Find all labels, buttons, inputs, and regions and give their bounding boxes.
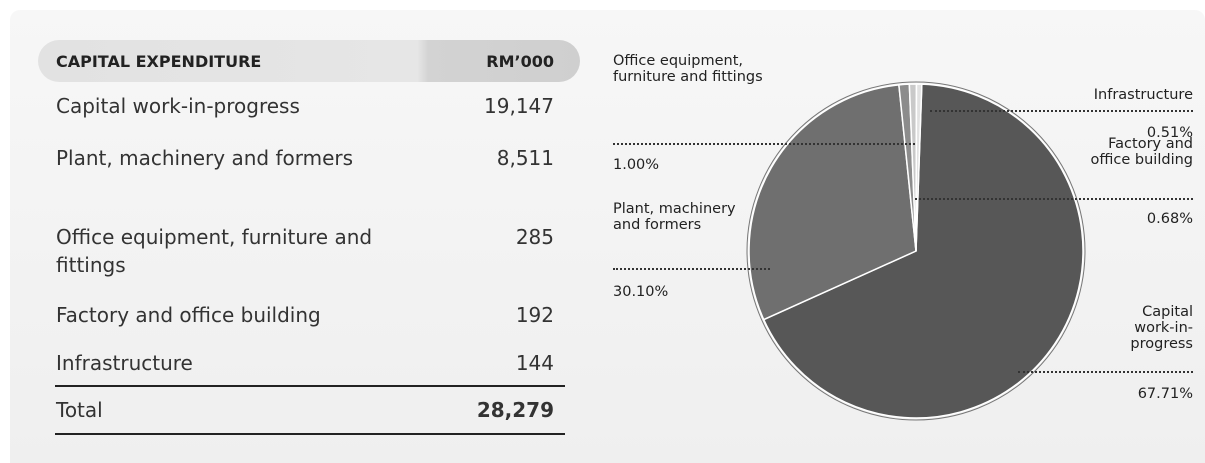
row-value: 144 xyxy=(515,351,554,375)
row-value: 192 xyxy=(515,303,554,327)
row-label: Office equipment, furniture and fittings xyxy=(56,225,373,277)
slice-percent: 0.51% xyxy=(1146,125,1193,141)
slice-percent: 1.00% xyxy=(613,157,660,173)
total-label: Total xyxy=(56,398,103,422)
leader-line xyxy=(930,110,1193,112)
leader-line xyxy=(915,198,1193,200)
pie-outline xyxy=(746,81,1086,421)
row-value: 19,147 xyxy=(484,94,554,118)
row-label: Factory and office building xyxy=(56,303,321,327)
slice-label: Infrastructure xyxy=(1093,87,1193,103)
leader-line xyxy=(613,143,915,145)
slice-label: Plant, machinery and formers xyxy=(613,201,736,233)
row-value: 8,511 xyxy=(496,146,554,170)
pie-slice xyxy=(915,83,923,252)
row-label: Capital work-in-progress xyxy=(56,94,300,118)
slice-label: Office equipment, furniture and fittings xyxy=(613,53,763,85)
slice-percent: 30.10% xyxy=(613,284,669,300)
leader-line xyxy=(613,268,770,270)
header-cell: CAPITAL EXPENDITURE xyxy=(56,52,262,71)
rule xyxy=(55,433,565,435)
slice-label: Factory and office building xyxy=(1090,136,1193,168)
total-value: 28,279 xyxy=(476,398,554,422)
leader-line xyxy=(1018,371,1193,373)
row-label: Infrastructure xyxy=(56,351,193,375)
table-header xyxy=(38,40,580,82)
slice-percent: 0.68% xyxy=(1146,211,1193,227)
row-label: Plant, machinery and formers xyxy=(56,146,354,170)
slice-label: Capital work-in-progress xyxy=(1130,304,1193,352)
slice-percent: 67.71% xyxy=(1137,386,1193,402)
row-value: 285 xyxy=(515,225,554,249)
pie-slice xyxy=(762,83,1084,419)
header-cell: RM’000 xyxy=(486,52,554,71)
rule xyxy=(55,385,565,387)
